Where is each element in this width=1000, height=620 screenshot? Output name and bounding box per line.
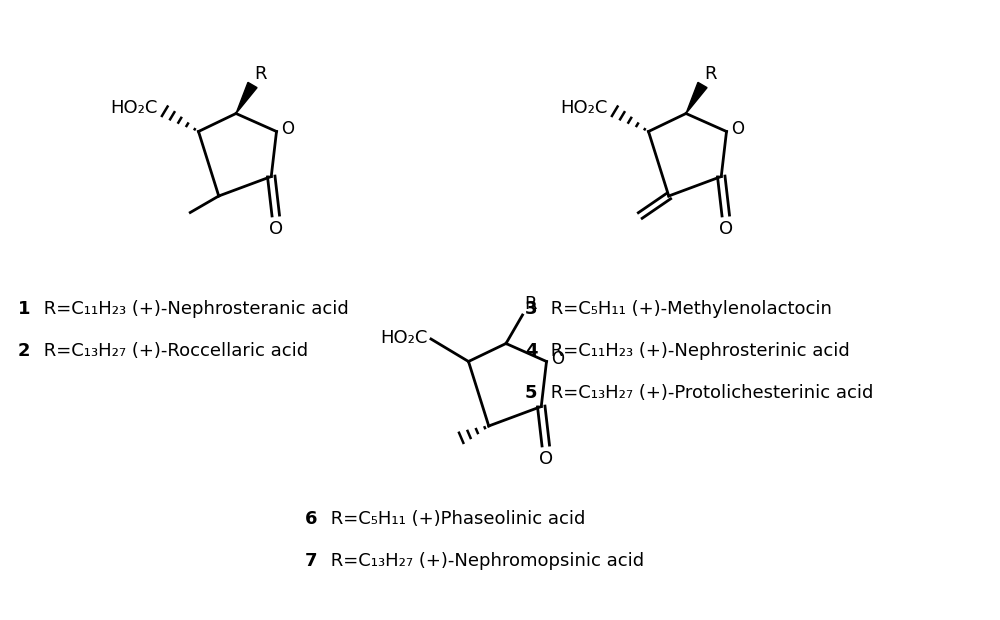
Text: O: O [281, 120, 294, 138]
Polygon shape [236, 82, 257, 113]
Text: 7: 7 [305, 552, 318, 570]
Text: R=C₁₁H₂₃ (+)-Nephrosterinic acid: R=C₁₁H₂₃ (+)-Nephrosterinic acid [545, 342, 850, 360]
Text: HO₂C: HO₂C [381, 329, 428, 347]
Text: O: O [539, 450, 553, 468]
Text: R=C₁₃H₂₇ (+)-Roccellaric acid: R=C₁₃H₂₇ (+)-Roccellaric acid [38, 342, 308, 360]
Text: 1: 1 [18, 300, 30, 318]
Text: O: O [269, 220, 283, 238]
Text: R=C₁₃H₂₇ (+)-Nephromopsinic acid: R=C₁₃H₂₇ (+)-Nephromopsinic acid [325, 552, 644, 570]
Text: 5: 5 [525, 384, 538, 402]
Text: R: R [704, 64, 716, 82]
Text: 3: 3 [525, 300, 538, 318]
Text: R=C₁₁H₂₃ (+)-Nephrosteranic acid: R=C₁₁H₂₃ (+)-Nephrosteranic acid [38, 300, 349, 318]
Polygon shape [686, 82, 707, 113]
Text: 2: 2 [18, 342, 30, 360]
Text: HO₂C: HO₂C [561, 99, 608, 117]
Text: O: O [731, 120, 744, 138]
Text: O: O [719, 220, 733, 238]
Text: O: O [551, 350, 564, 368]
Text: R: R [254, 64, 266, 82]
Text: R=C₅H₁₁ (+)Phaseolinic acid: R=C₅H₁₁ (+)Phaseolinic acid [325, 510, 585, 528]
Text: R=C₁₃H₂₇ (+)-Protolichesterinic acid: R=C₁₃H₂₇ (+)-Protolichesterinic acid [545, 384, 873, 402]
Text: R: R [524, 294, 536, 312]
Text: HO₂C: HO₂C [111, 99, 158, 117]
Text: 4: 4 [525, 342, 538, 360]
Text: 6: 6 [305, 510, 318, 528]
Text: R=C₅H₁₁ (+)-Methylenolactocin: R=C₅H₁₁ (+)-Methylenolactocin [545, 300, 832, 318]
